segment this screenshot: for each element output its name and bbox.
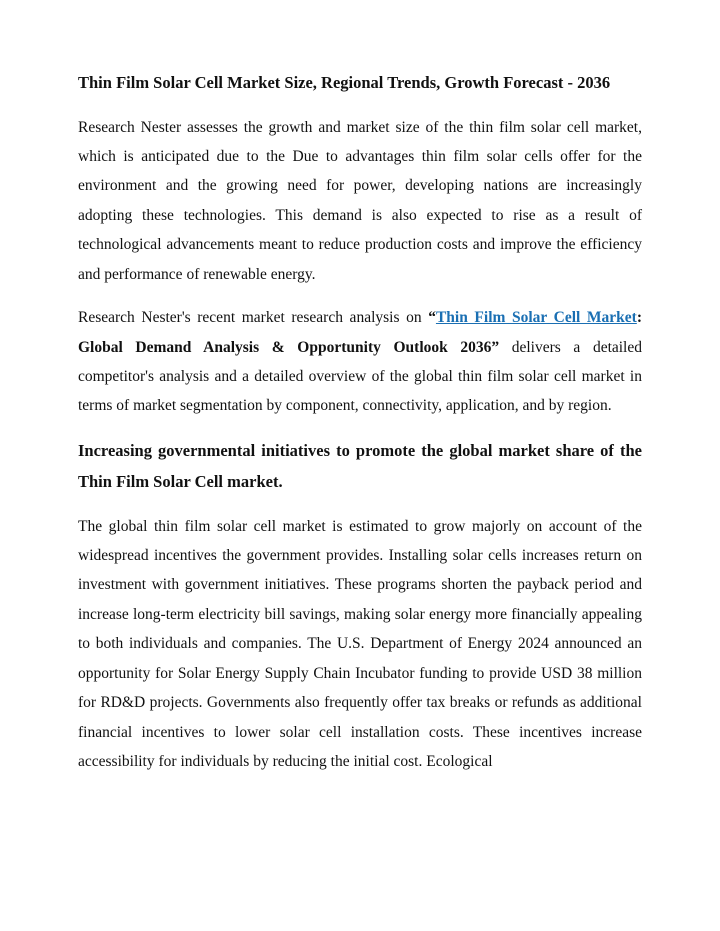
subheading: Increasing governmental initiatives to p…: [78, 435, 642, 498]
paragraph-3: The global thin film solar cell market i…: [78, 512, 642, 777]
market-link[interactable]: Thin Film Solar Cell Market: [436, 309, 637, 326]
paragraph-1: Research Nester assesses the growth and …: [78, 113, 642, 290]
para2-pre-text: Research Nester's recent market research…: [78, 309, 428, 326]
document-page: Thin Film Solar Cell Market Size, Region…: [0, 0, 720, 931]
document-title: Thin Film Solar Cell Market Size, Region…: [78, 68, 642, 99]
paragraph-2: Research Nester's recent market research…: [78, 303, 642, 421]
quote-open: “: [428, 309, 436, 326]
